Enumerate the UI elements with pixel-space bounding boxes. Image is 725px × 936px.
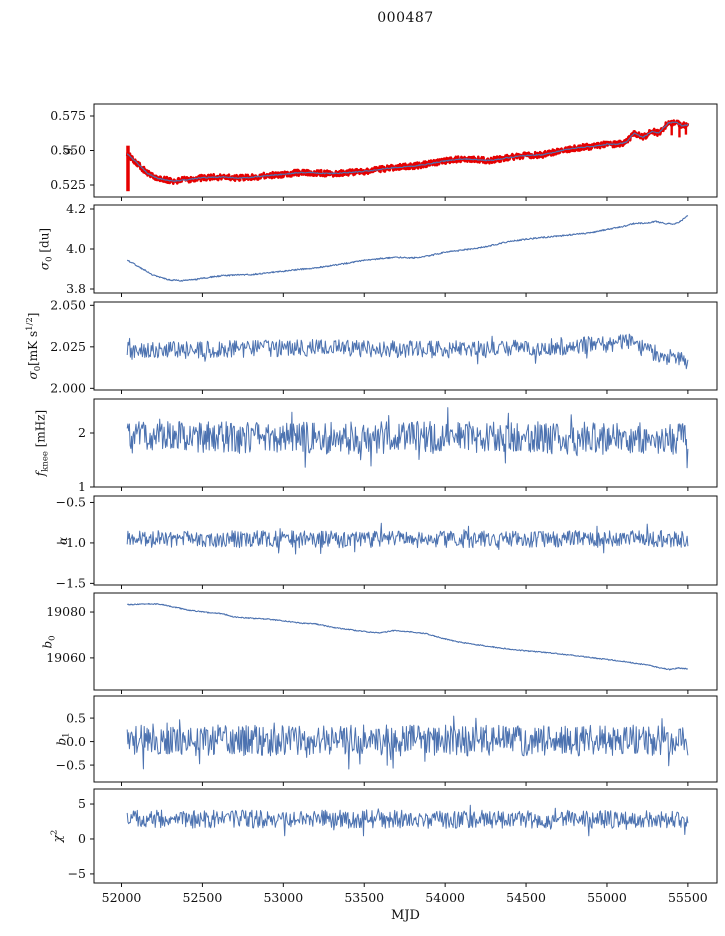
subplot-sigma0-du: 3.8 4.0 4.2 — [66, 201, 718, 297]
series-b0 — [127, 602, 688, 671]
y-ticks-b1: −0.5 0.0 0.5 — [56, 710, 94, 772]
y-tick-label: −1.0 — [56, 535, 86, 550]
x-ticks-sigma0-du — [121, 293, 689, 297]
y-axis-label-sigma0-du: σ0 [du] — [37, 227, 55, 271]
x-tick-label: 53000 — [263, 890, 303, 905]
plot-area-b1 — [126, 715, 689, 770]
y-tick-label: 2 — [78, 425, 86, 440]
axes-box-f-knee — [93, 398, 718, 488]
y-axis-label-alpha: α — [56, 536, 70, 545]
subplot-b1: −0.5 0.0 0.5 — [56, 695, 718, 786]
x-tick-label: 53500 — [344, 890, 384, 905]
axes-box-b1 — [93, 695, 718, 783]
y-ticks-sigma0-du: 3.8 4.0 4.2 — [66, 201, 94, 296]
x-tick-label: 52500 — [183, 890, 223, 905]
y-ticks-f-knee: 12 — [78, 425, 94, 494]
y-axis-label-g: g — [59, 146, 73, 155]
y-tick-label: 2.000 — [50, 381, 86, 396]
figure-title: 000487 — [377, 10, 434, 26]
y-tick-label: 5 — [78, 796, 86, 811]
y-axis-label-b0: b0 — [40, 634, 58, 649]
subplot-sigma0-mK: 2.000 2.025 2.050 — [50, 298, 718, 396]
y-tick-label: 0.575 — [50, 108, 86, 123]
x-axis-label: MJD — [391, 908, 420, 923]
axes-box-b0 — [93, 592, 718, 691]
series-f-knee — [126, 407, 689, 469]
x-tick-label: 54500 — [506, 890, 546, 905]
y-tick-label: 0.550 — [50, 143, 86, 158]
y-tick-label: 0.0 — [66, 734, 86, 749]
plot-area-f-knee — [126, 407, 689, 469]
y-tick-label: −5 — [68, 866, 86, 881]
y-tick-label: −1.5 — [56, 576, 86, 591]
x-ticks-g — [121, 197, 689, 201]
series-gain-smoothed — [126, 121, 689, 183]
subplot-f-knee: 12 — [78, 398, 718, 494]
x-ticks-sigma0-mK — [121, 390, 689, 394]
x-ticks-chi2: 52000 52500 53000 53500 54000 54500 55000 55500 — [102, 883, 708, 905]
series-sigma0-du — [126, 215, 689, 282]
y-axis-label-b1: b1 — [54, 732, 72, 746]
y-tick-label: −0.5 — [56, 495, 86, 510]
subplot-b0: 19060 19080 — [46, 592, 718, 694]
plot-area-b0 — [127, 602, 688, 671]
y-axis-label-sigma0-mk: σ0[mK s1/2] — [24, 312, 44, 380]
series-chi2 — [126, 804, 689, 837]
axes-box-g — [93, 103, 718, 198]
y-tick-label: 19080 — [46, 604, 86, 619]
subplot-alpha: −1.5 −1.0 −0.5 — [56, 495, 718, 591]
y-ticks-alpha: −1.5 −1.0 −0.5 — [56, 495, 94, 591]
y-ticks-g: 0.525 0.550 0.575 — [50, 108, 94, 192]
plot-area-alpha — [126, 522, 689, 555]
y-tick-label: 4.2 — [66, 201, 86, 216]
axes-box-sigma0-mK — [93, 301, 718, 391]
series-alpha — [126, 522, 689, 555]
y-tick-label: 2.050 — [50, 298, 86, 313]
series-b1 — [126, 715, 689, 770]
y-tick-label: 3.8 — [66, 281, 86, 296]
series-sigma0-mK — [126, 333, 689, 370]
x-tick-label: 54000 — [425, 890, 465, 905]
plot-area-chi2 — [126, 804, 689, 837]
subplot-g: 0.525 0.550 0.575 — [50, 103, 718, 201]
y-ticks-sigma0-mK: 2.000 2.025 2.050 — [50, 298, 94, 396]
x-tick-label: 55000 — [587, 890, 627, 905]
y-axis-label-chi2: χ2 — [49, 829, 65, 843]
x-ticks-b1 — [121, 782, 689, 786]
y-tick-label: 4.0 — [66, 241, 86, 256]
x-ticks-b0 — [121, 690, 689, 694]
y-tick-label: 19060 — [46, 650, 86, 665]
axes-box-alpha — [93, 495, 718, 586]
y-ticks-b0: 19060 19080 — [46, 604, 94, 665]
plot-area-g — [125, 119, 690, 192]
x-tick-label: 52000 — [102, 890, 142, 905]
series-gain-raw — [125, 119, 690, 185]
y-tick-label: 2.025 — [50, 339, 86, 354]
y-tick-label: 1 — [78, 479, 86, 494]
plot-area-sigma0-du — [126, 215, 689, 282]
y-tick-label: 0.5 — [66, 710, 86, 725]
x-ticks-f-knee — [121, 487, 689, 491]
y-axis-label-fknee: fknee [mHz] — [33, 409, 51, 477]
axes-box-chi2 — [93, 788, 718, 884]
x-ticks-alpha — [121, 585, 689, 589]
x-tick-label: 55500 — [668, 890, 708, 905]
y-ticks-chi2: −5 0 5 — [68, 796, 94, 881]
y-tick-label: −0.5 — [56, 757, 86, 772]
y-tick-label: 0 — [78, 831, 86, 846]
y-tick-label: 0.525 — [50, 177, 86, 192]
plot-area-sigma0-mK — [126, 333, 689, 370]
